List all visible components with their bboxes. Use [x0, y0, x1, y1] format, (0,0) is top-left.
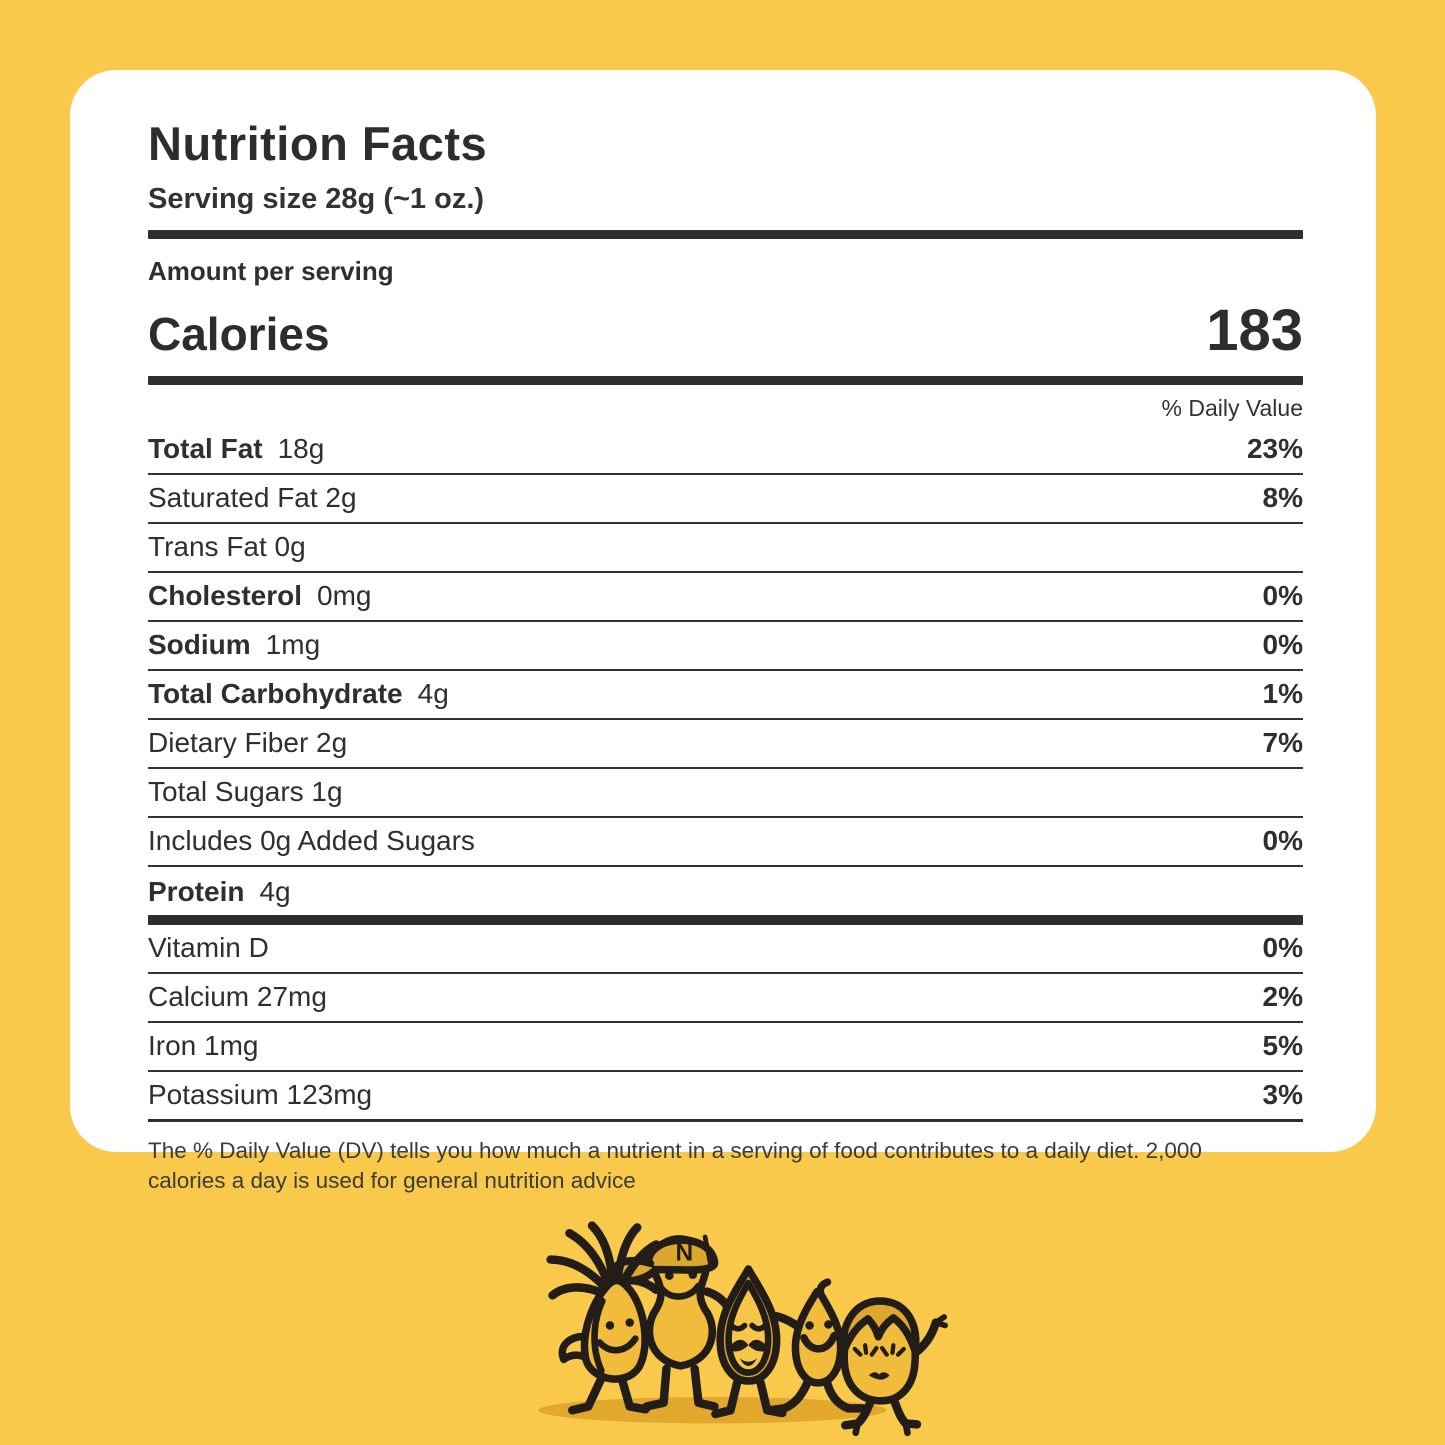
nutrient-row: Sodium 1mg 0%: [148, 622, 1303, 671]
nutrient-daily-value: 0%: [1262, 629, 1303, 660]
nutrient-daily-value: 5%: [1262, 1030, 1303, 1061]
cap-letter: N: [675, 1240, 693, 1267]
nutrient-row: Cholesterol 0mg 0%: [148, 573, 1303, 622]
nutrient-value: Trans Fat 0g: [148, 531, 306, 562]
nutrient-row: Vitamin D 0%: [148, 925, 1303, 974]
nutrient-name: Protein: [148, 875, 245, 907]
nutrient-daily-value: 8%: [1262, 482, 1303, 513]
cap-dome: [644, 1236, 719, 1274]
calories-label: Calories: [148, 308, 330, 360]
nutrient-value: 4g: [417, 678, 449, 709]
nutrient-row: Total Sugars 1g: [148, 769, 1303, 818]
nutrient-value: Iron 1mg: [148, 1030, 259, 1061]
nutrient-row: Trans Fat 0g: [148, 524, 1303, 573]
calories-row: Calories 183: [148, 297, 1303, 364]
nutrient-value: 0mg: [317, 580, 372, 611]
nutrient-name: Total Carbohydrate: [148, 678, 403, 709]
nutrient-row: Includes 0g Added Sugars 0%: [148, 818, 1303, 867]
nutrition-facts-card: Nutrition Facts Serving size 28g (~1 oz.…: [70, 70, 1376, 1193]
nutrient-label: Dietary Fiber 2g: [148, 727, 347, 759]
nutrient-row: Total Fat 18g 23%: [148, 426, 1303, 475]
nutrient-row: Protein 4g: [148, 867, 1303, 913]
nutrient-daily-value: 0%: [1262, 932, 1303, 963]
nutrient-value: Dietary Fiber 2g: [148, 727, 348, 758]
drop-character: [751, 1278, 867, 1415]
nutrient-row: Dietary Fiber 2g 7%: [148, 720, 1303, 769]
nutrient-label: Potassium 123mg: [148, 1079, 372, 1111]
nut-family-illustration: N: [496, 1178, 948, 1440]
nutrient-value: 18g: [277, 433, 325, 464]
divider-thick-protein: [148, 915, 1303, 925]
divider-thick-top: [148, 230, 1303, 239]
nutrient-label: Protein 4g: [148, 876, 291, 908]
nutrient-label: Trans Fat 0g: [148, 531, 306, 563]
nutrient-daily-value: 23%: [1246, 433, 1303, 464]
nutrient-daily-value: 7%: [1262, 727, 1303, 758]
nutrient-value: 1mg: [265, 629, 321, 660]
nutrient-name: Sodium: [148, 629, 251, 660]
serving-size-text: Serving size 28g (~1 oz.): [148, 183, 485, 215]
nut-characters-drawing: N: [538, 1221, 948, 1437]
nutrient-value: Saturated Fat 2g: [148, 482, 357, 513]
mustache-drop-character: [711, 1265, 787, 1419]
nutrient-label: Calcium 27mg: [148, 981, 327, 1013]
nutrient-daily-value: 0%: [1262, 580, 1303, 611]
nutrient-label: Sodium 1mg: [148, 629, 320, 661]
nutrient-value: Vitamin D: [148, 932, 269, 963]
daily-value-footnote: The % Daily Value (DV) tells you how muc…: [148, 1138, 1202, 1193]
nutrient-row: Saturated Fat 2g 8%: [148, 475, 1303, 524]
nutrient-value: Potassium 123mg: [148, 1079, 373, 1110]
divider-thick-calories: [148, 376, 1303, 385]
nutrient-daily-value: 1%: [1262, 678, 1303, 709]
nutrient-label: Total Fat 18g: [148, 433, 324, 465]
nutrient-label: Vitamin D: [148, 932, 269, 964]
nutrient-row: Iron 1mg 5%: [148, 1023, 1303, 1072]
nutrient-row: Potassium 123mg 3%: [148, 1072, 1303, 1122]
amount-per-serving-label: Amount per serving: [148, 256, 394, 286]
almond-character: [546, 1221, 661, 1415]
nutrient-daily-value: 0%: [1262, 825, 1303, 856]
nutrient-label: Cholesterol 0mg: [148, 580, 372, 612]
nutrient-value: Total Sugars 1g: [148, 776, 343, 807]
nutrient-label: Saturated Fat 2g: [148, 482, 357, 514]
nutrient-label: Includes 0g Added Sugars: [148, 825, 475, 857]
female-nut-character: [839, 1297, 948, 1437]
nutrient-rows: Total Fat 18g 23% Saturated Fat 2g 8% Tra…: [148, 426, 1303, 1122]
nutrient-name: Total Fat: [148, 433, 263, 464]
nutrient-value: 4g: [259, 875, 291, 907]
nutrient-label: Total Carbohydrate 4g: [148, 678, 449, 710]
nutrition-facts-title: Nutrition Facts: [148, 117, 488, 170]
nutrient-label: Iron 1mg: [148, 1030, 259, 1062]
nutrient-value: Calcium 27mg: [148, 981, 327, 1012]
nutrient-row: Total Carbohydrate 4g 1%: [148, 671, 1303, 720]
calories-value: 183: [1206, 298, 1303, 363]
nutrient-label: Total Sugars 1g: [148, 776, 343, 808]
nutrient-daily-value: 2%: [1262, 981, 1303, 1012]
nutrient-value: Includes 0g Added Sugars: [148, 825, 475, 856]
daily-value-header: % Daily Value: [1161, 395, 1303, 421]
nutrient-daily-value: 3%: [1262, 1079, 1303, 1110]
nutrient-name: Cholesterol: [148, 580, 303, 611]
nutrient-row: Calcium 27mg 2%: [148, 974, 1303, 1023]
